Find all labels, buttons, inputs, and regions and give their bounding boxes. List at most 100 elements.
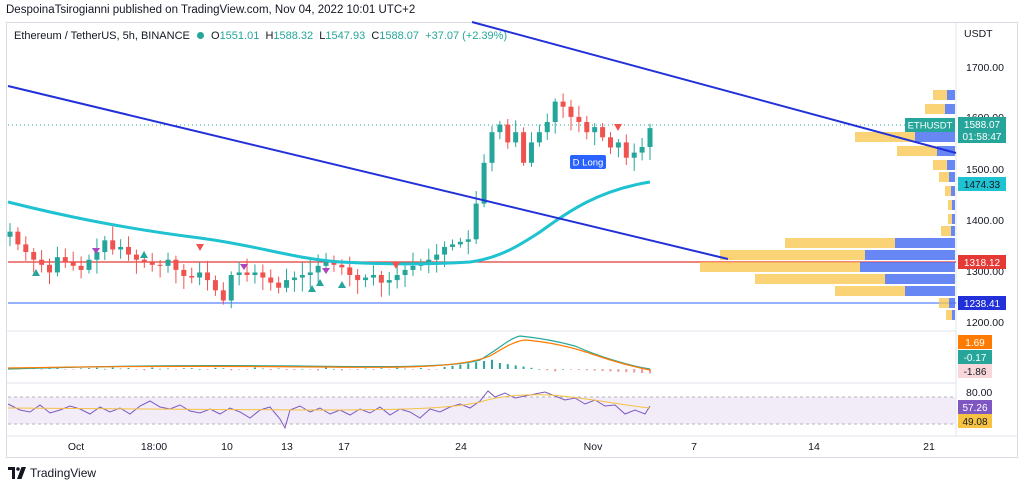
candle-body (607, 137, 613, 148)
svg-text:57.26: 57.26 (962, 403, 987, 414)
macd-histogram-bar (475, 362, 478, 369)
macd-histogram-bar (514, 365, 517, 369)
volume-profile-bar-up (915, 132, 955, 142)
volume-profile-bar-down (925, 104, 945, 114)
candle-body (133, 254, 139, 260)
buy-marker (32, 269, 40, 276)
macd-histogram-bar (625, 369, 628, 373)
candle-body (141, 259, 147, 263)
candle-body (173, 259, 179, 270)
candle-body (489, 132, 495, 163)
candle-body (181, 269, 187, 277)
macd-histogram-bar (246, 369, 249, 370)
candle-body (576, 116, 582, 122)
macd-histogram-bar (435, 369, 438, 370)
volume-profile-bar-up (951, 186, 955, 196)
svg-text:1318.12: 1318.12 (964, 258, 1001, 269)
time-tick: 13 (281, 441, 293, 453)
svg-text:49.08: 49.08 (962, 417, 987, 428)
candle-body (291, 277, 297, 281)
macd-histogram-bar (593, 369, 596, 371)
macd-histogram-bar (253, 367, 256, 369)
candle-body (212, 280, 218, 291)
macd-histogram-bar (340, 369, 343, 371)
time-tick: 10 (221, 441, 233, 453)
macd-histogram-bar (206, 369, 209, 370)
high-value: 1588.32 (273, 30, 314, 42)
symbol-legend: Ethereum / TetherUS, 5h, BINANCE O1551.0… (14, 30, 508, 42)
trendline-descending-lower[interactable] (7, 85, 729, 260)
candle-body (378, 275, 384, 283)
candle-body (110, 240, 116, 250)
d-long-annotation[interactable]: D Long (570, 155, 606, 169)
main-chart-svg[interactable]: D Long USDT 1700.00 1600.00 1500.00 1400… (0, 0, 1024, 460)
rsi-ma-line (7, 394, 651, 411)
macd-histogram-bar (143, 369, 146, 371)
trendline-descending-upper[interactable] (471, 21, 957, 154)
candle-body (260, 272, 266, 278)
candle-body (465, 239, 471, 242)
volume-profile-bar-down (939, 298, 949, 308)
price-axis[interactable]: USDT 1700.00 1600.00 1500.00 1400.00 130… (964, 28, 1004, 329)
time-tick: 21 (923, 441, 935, 453)
candle-body (86, 259, 92, 270)
macd-histogram-bar (609, 369, 612, 372)
volume-profile-bar-up (949, 172, 955, 182)
rsi-line (7, 390, 651, 430)
time-tick: 17 (338, 441, 350, 453)
candle-body (615, 142, 621, 148)
candle-body (386, 280, 392, 283)
macd-histogram-bar (293, 369, 296, 370)
divergence-marker (322, 268, 330, 274)
volume-profile-bar-down (945, 186, 951, 196)
change-value: +37.07 (+2.39%) (425, 30, 508, 42)
volume-profile-bar-up (860, 262, 955, 272)
volume-profile-bar-down (948, 200, 952, 210)
svg-text:1238.41: 1238.41 (964, 299, 1001, 310)
macd-histogram-bar (214, 367, 217, 369)
time-tick: 7 (691, 441, 697, 453)
candle-body (552, 101, 558, 122)
macd-histogram-bar (562, 369, 565, 370)
candle-body (189, 276, 195, 278)
candle-body (568, 106, 574, 117)
candle-body (23, 244, 29, 253)
macd-histogram-bar (443, 367, 446, 369)
macd-histogram-bar (348, 369, 351, 370)
chart-frame[interactable] (6, 22, 1018, 458)
macd-histogram-bar (388, 369, 391, 370)
macd-histogram-bar (159, 368, 162, 370)
time-axis[interactable]: Oct 18:00 10 13 17 24 Nov 7 14 21 (68, 441, 935, 453)
candles-group (7, 93, 653, 309)
macd-histogram-bar (490, 359, 493, 369)
footer-brand: TradingView (30, 466, 97, 480)
candle-body (205, 272, 211, 281)
macd-histogram-bar (238, 369, 241, 370)
macd-histogram-bar (261, 368, 264, 370)
candle-body (442, 246, 448, 255)
d-long-label: D Long (573, 158, 604, 169)
candle-body (592, 127, 598, 133)
candle-body (276, 282, 282, 288)
volume-profile-bar-up (947, 160, 955, 170)
volume-profile-bar-down (785, 238, 895, 248)
candle-body (370, 275, 376, 278)
price-tick: 1700.00 (966, 62, 1004, 74)
macd-histogram (9, 359, 651, 374)
price-tick: 1400.00 (966, 215, 1004, 227)
candle-body (647, 128, 653, 147)
candle-body (94, 252, 100, 260)
candle-body (331, 262, 337, 265)
candle-body (497, 124, 503, 133)
macd-histogram-bar (404, 368, 407, 370)
volume-profile-bar-up (952, 200, 955, 210)
time-tick: Nov (584, 441, 603, 453)
candle-body (323, 262, 329, 266)
macd-histogram-bar (222, 368, 225, 369)
macd-histogram-bar (40, 369, 43, 370)
candle-body (220, 290, 226, 301)
candle-body (268, 277, 274, 283)
candle-body (584, 122, 590, 133)
candle-body (457, 241, 463, 245)
footer: TradingView (8, 466, 96, 480)
